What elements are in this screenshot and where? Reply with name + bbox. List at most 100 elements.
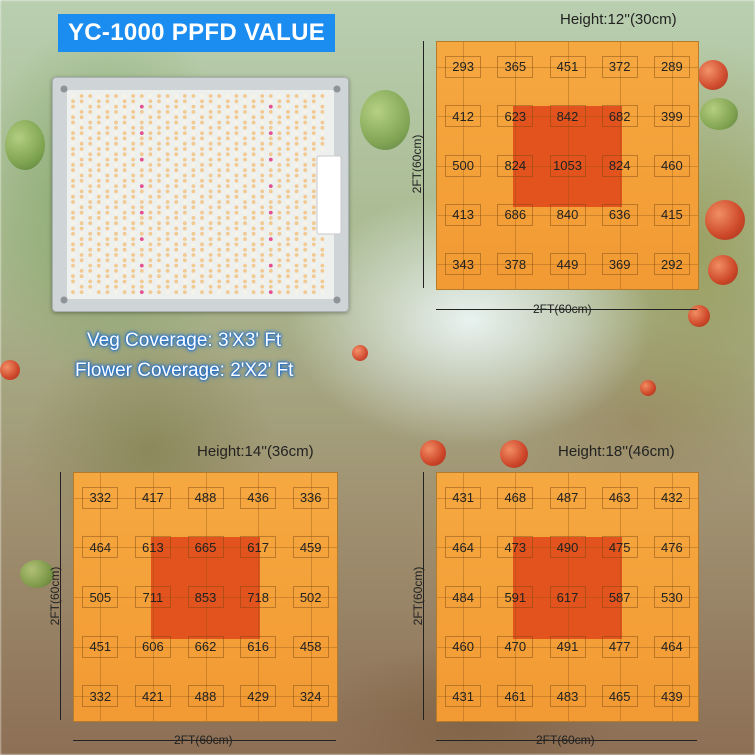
led-diode [88, 194, 93, 199]
led-diode [320, 99, 325, 104]
led-diode [131, 184, 136, 188]
product-title: YC-1000 PPFD VALUE [58, 14, 335, 52]
led-diode [157, 290, 161, 294]
led-diode [71, 210, 75, 215]
led-diode [122, 284, 127, 289]
led-diode [105, 125, 110, 130]
led-diode [294, 104, 299, 109]
led-diode [277, 178, 282, 183]
led-diode [286, 136, 290, 141]
led-diode [251, 194, 256, 199]
led-diode [277, 125, 282, 130]
led-diode [234, 99, 239, 104]
led-diode [182, 284, 187, 289]
led-diode [294, 141, 299, 146]
led-diode [122, 141, 127, 146]
led-diode [311, 194, 316, 199]
width-label: 2FT(60cm) [174, 733, 233, 747]
led-diode [165, 173, 170, 178]
led-diode [208, 210, 213, 215]
led-diode [200, 226, 204, 231]
led-diode [251, 290, 256, 294]
led-diode [122, 184, 127, 188]
led-diode [243, 125, 247, 130]
led-diode [182, 141, 187, 146]
led-diode [114, 279, 118, 284]
ppfd-value: 431 [445, 685, 482, 708]
led-diode [260, 168, 265, 173]
led-diode [148, 205, 153, 210]
led-diode [114, 136, 118, 141]
led-diode [208, 194, 213, 199]
led-diode [122, 194, 127, 199]
led-diode [225, 242, 230, 247]
led-diode [122, 231, 127, 236]
grid-line [74, 497, 337, 499]
led-diode [157, 216, 161, 220]
led-diode [243, 173, 247, 178]
ppfd-value: 587 [601, 586, 638, 608]
led-diode [320, 131, 325, 135]
led-diode [165, 131, 170, 135]
led-diode [71, 279, 75, 284]
led-diode [200, 247, 204, 252]
led-diode [96, 247, 101, 252]
led-diode [286, 173, 290, 178]
led-diode [320, 125, 325, 130]
led-diode [260, 221, 265, 226]
ppfd-value: 711 [134, 586, 171, 608]
led-diode [88, 274, 93, 279]
led-diode [311, 253, 316, 257]
led-diode [234, 110, 239, 114]
high-intensity-zone [513, 106, 622, 207]
led-diode [71, 99, 75, 104]
led-diode [268, 258, 273, 263]
led-diode [131, 226, 136, 231]
led-diode [174, 157, 179, 162]
led-diode [208, 226, 213, 231]
led-diode [286, 269, 290, 273]
ppfd-value: 1053 [549, 154, 586, 177]
led-diode [96, 99, 101, 104]
led-diode [286, 210, 290, 215]
led-diode [182, 290, 187, 294]
led-diode [234, 237, 239, 242]
led-diode [311, 115, 316, 120]
led-diode [114, 184, 118, 188]
led-diode [79, 157, 84, 162]
led-diode [191, 210, 196, 215]
led-diode [294, 125, 299, 130]
led-diode [88, 263, 93, 268]
led-diode [148, 247, 153, 252]
led-diode [208, 284, 213, 289]
led-diode [225, 131, 230, 135]
led-diode [105, 253, 110, 257]
led-diode [294, 242, 299, 247]
led-diode [157, 104, 161, 109]
led-diode [139, 99, 144, 104]
led-diode [251, 115, 256, 120]
led-diode [114, 125, 118, 130]
led-diode [217, 258, 222, 263]
led-diode [105, 131, 110, 135]
led-diode [277, 141, 282, 146]
ppfd-value: 372 [601, 55, 638, 78]
led-diode [277, 194, 282, 199]
led-diode [88, 221, 93, 226]
led-diode [79, 279, 84, 284]
width-arrow [73, 740, 336, 741]
led-diode [131, 136, 136, 141]
led-diode [260, 200, 265, 204]
led-diode [157, 279, 161, 284]
led-diode [114, 242, 118, 247]
led-grow-light-image [52, 77, 349, 312]
ppfd-value: 477 [601, 635, 638, 658]
led-diode [114, 131, 118, 135]
led-diode [157, 205, 161, 210]
led-diode [157, 157, 161, 162]
led-diode [105, 189, 110, 194]
led-diode [96, 284, 101, 289]
led-diode [191, 216, 196, 220]
ppfd-value: 432 [653, 486, 690, 509]
led-diode [251, 110, 256, 114]
